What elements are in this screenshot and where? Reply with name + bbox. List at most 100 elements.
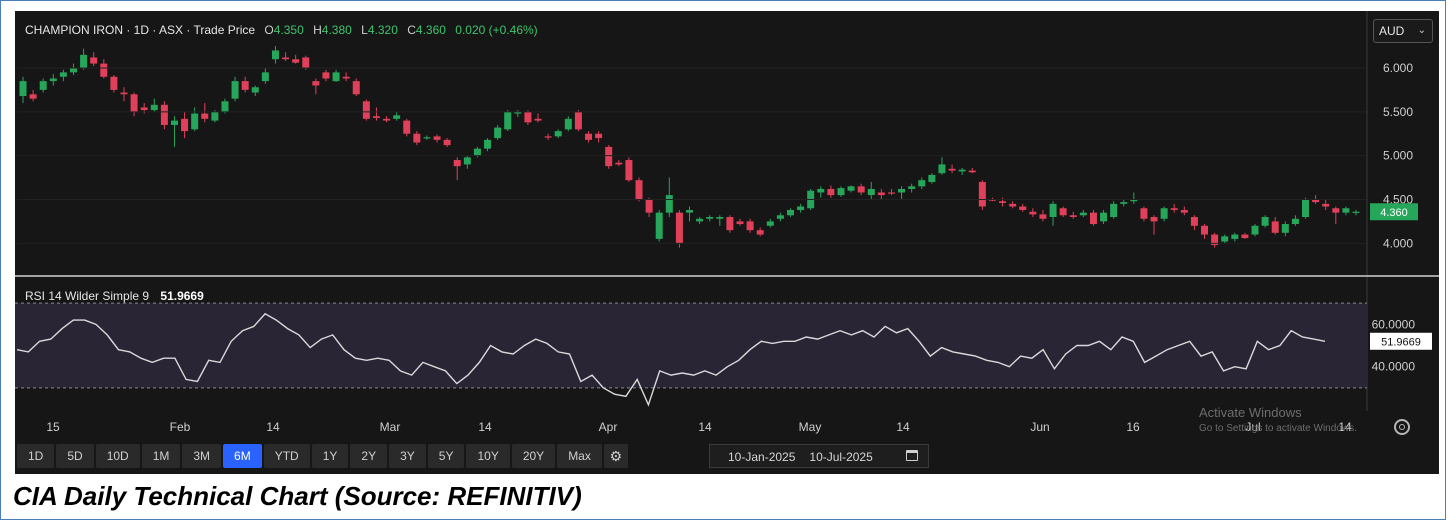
time-tick-label: Jun [1030,420,1049,434]
timeframe-button-3y[interactable]: 3Y [389,444,426,468]
timeframe-button-1y[interactable]: 1Y [311,444,349,468]
rsi-legend-name: RSI 14 Wilder Simple 9 [25,289,149,303]
candle [383,116,391,123]
timeframe-button-max[interactable]: Max [557,444,602,468]
candle-body [1029,211,1037,215]
candle [574,110,582,132]
svg-text:RSI 14 Wilder Simple 9: RSI 14 Wilder Simple 9 51.9669 [25,289,204,303]
candle [898,186,906,200]
legend-l-label: L [361,23,368,37]
time-tick-label: 15 [46,420,60,434]
candle-body [342,76,350,79]
candle [362,99,370,121]
last-price-tag: 4.360 [1370,203,1418,221]
candle [817,186,825,198]
timeframe-button-6m[interactable]: 6M [223,444,262,468]
candle-body [473,148,481,156]
candle [1009,201,1017,209]
candle [90,52,98,67]
chart-settings-icon[interactable] [1394,419,1410,435]
candle-body [1160,208,1168,219]
time-tick-label: 14 [1338,420,1352,434]
candle [484,138,492,152]
candle [393,111,401,121]
candle-body [686,210,693,213]
candle-body [383,118,391,121]
candle [433,134,441,143]
timeframe-button-10y[interactable]: 10Y [466,444,510,468]
legend-c-label: C [407,23,416,37]
candle [19,76,27,104]
candle [181,111,189,139]
legend-h-label: H [313,23,322,37]
candle [100,59,108,79]
candle-body [999,201,1007,203]
price-tick-label: 6.000 [1383,61,1413,75]
candle [675,210,683,248]
date-range-to: 10-Jul-2025 [809,450,873,464]
timeframe-button-1m[interactable]: 1M [141,444,181,468]
candle-body [665,195,673,213]
candle-body [1150,217,1158,222]
candle [191,107,199,132]
currency-value: AUD [1379,24,1405,38]
candle [918,177,926,189]
timeframe-button-5y[interactable]: 5Y [427,444,465,468]
timeframe-button-3m[interactable]: 3M [182,444,222,468]
candle [443,138,451,147]
legend-o-label: O [264,23,273,37]
candle [736,218,744,226]
currency-select[interactable]: AUD ⌄ [1373,19,1433,43]
candle-body [857,186,865,193]
candle-body [595,133,603,139]
candle [605,145,613,169]
time-tick-label: 16 [1126,420,1140,434]
candle [645,197,653,218]
candle-body [1059,208,1067,216]
timeframe-button-5d[interactable]: 5D [56,444,94,468]
candle [978,180,986,211]
candle [1170,203,1178,213]
gear-icon[interactable]: ⚙ [603,444,628,468]
candle [1140,206,1148,222]
candle-body [433,136,441,140]
candle-body [1170,208,1178,211]
rsi-pane[interactable]: 60.0000 40.0000 [15,302,1416,407]
candle [797,203,805,213]
candle [29,89,37,102]
timeframe-button-ytd[interactable]: YTD [263,444,310,468]
date-range-picker[interactable]: 10-Jan-2025 10-Jul-2025 [709,444,929,468]
price-pane[interactable] [19,46,1360,248]
candle [544,133,552,140]
timeframe-button-2y[interactable]: 2Y [350,444,388,468]
candle-body [49,78,57,82]
chevron-down-icon: ⌄ [1417,25,1426,36]
candle-body [120,92,128,95]
candle [271,46,279,64]
candle [786,208,794,218]
timeframe-button-10d[interactable]: 10D [95,444,140,468]
timeframe-button-1d[interactable]: 1D [17,444,55,468]
candle [1029,208,1037,218]
candle-body [615,162,623,165]
time-tick-label: Feb [170,420,191,434]
candle [534,113,542,123]
candle [463,155,471,169]
rsi-value-tag: 51.9669 [1370,332,1432,350]
candle-body [1312,199,1320,203]
rsi-tick-label: 60.0000 [1372,317,1416,331]
legend-change: 0.020 (+0.46%) [455,23,537,37]
candle-body [696,218,704,222]
candle [130,92,138,117]
candle [716,215,724,226]
candle [1231,232,1239,242]
timeframe-button-20y[interactable]: 20Y [511,444,556,468]
candle-body [251,87,259,93]
candle-body [150,104,158,111]
candle-body [1180,210,1188,213]
price-tick-label: 4.500 [1383,192,1413,206]
candle-body [675,212,683,244]
candle-body [1322,203,1330,207]
candle-body [191,113,199,130]
